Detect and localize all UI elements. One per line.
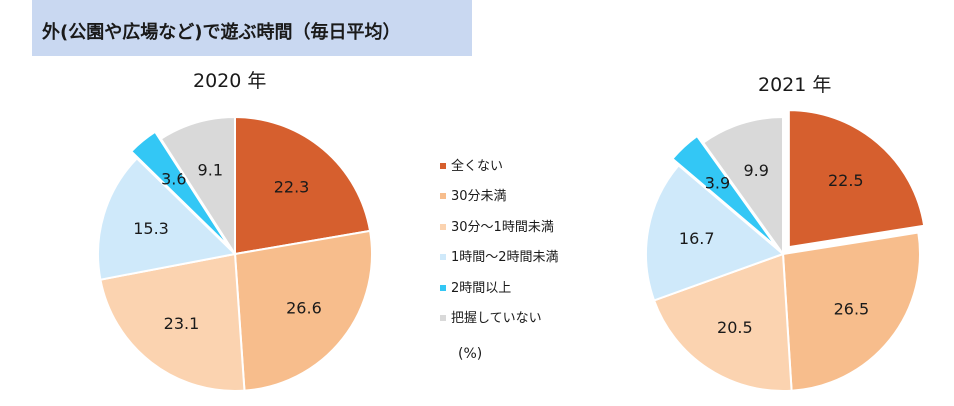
legend-label: 2時間以上 [451,281,512,296]
legend-swatch [440,284,446,291]
pie-slice-over-2h [671,134,778,249]
legend-item-unknown: 把握していない [440,310,542,328]
pie-slice-under-30min [781,231,921,392]
data-label-none: 22.3 [274,177,310,196]
legend-item-over-2h: 2時間以上 [440,280,511,298]
pie-slice-1h-2h [645,163,785,302]
chart-title: 外(公園や広場など)で遊ぶ時間（毎日平均） [42,22,401,43]
title-banner [32,0,472,56]
unit-label: (%) [458,346,483,362]
data-label-1h-2h: 16.7 [679,229,715,248]
legend-swatch [440,223,446,230]
pie-2020: 22.3 26.6 23.1 15.3 3.6 9.1 [97,115,373,392]
legend-swatch [440,253,446,260]
legend-label: 30分未満 [451,189,507,204]
data-label-under-30min: 26.6 [286,299,322,318]
data-label-none: 22.5 [828,171,864,190]
legend-item-none: 全くない [440,158,503,176]
pie-2021-title: 2021 年 [758,74,832,96]
legend-label: 30分～1時間未満 [451,220,554,235]
legend-item-1h-2h: 1時間～2時間未満 [440,249,559,267]
legend-swatch [440,314,446,321]
pie-2020-title: 2020 年 [193,70,267,92]
pie-slice-over-2h [129,130,231,248]
pie-slice-unknown [701,115,784,258]
data-label-over-2h: 3.6 [161,170,186,189]
pie-slice-30min-1h [99,252,246,392]
data-label-under-30min: 26.5 [834,299,870,318]
legend-item-under-30min: 30分未満 [440,188,507,206]
legend-label: 1時間～2時間未満 [451,250,559,265]
data-label-over-2h: 3.9 [705,173,730,192]
legend-label: 全くない [451,159,504,174]
data-label-1h-2h: 15.3 [133,219,169,238]
data-label-30min-1h: 23.1 [164,314,200,333]
pie-2021: 22.5 26.5 20.5 16.7 3.9 9.9 [645,109,926,392]
data-label-unknown: 9.9 [743,161,768,180]
data-label-unknown: 9.1 [198,160,223,179]
pie-slice-1h-2h [97,156,238,281]
pie-slice-under-30min [233,229,373,392]
legend-swatch [440,192,446,199]
pie-slice-unknown [159,115,236,258]
data-label-30min-1h: 20.5 [717,318,753,337]
legend-swatch [440,162,446,169]
pie-slice-none [787,109,926,249]
legend-item-30min-1h: 30分～1時間未満 [440,219,554,237]
legend-label: 把握していない [451,311,542,326]
pie-slice-none [234,115,372,256]
